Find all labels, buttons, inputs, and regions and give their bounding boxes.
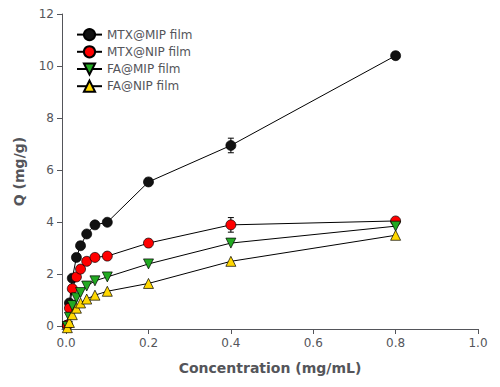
svg-text:FA@MIP film: FA@MIP film <box>107 62 181 76</box>
svg-text:FA@NIP film: FA@NIP film <box>107 79 179 93</box>
svg-text:Q (mg/g): Q (mg/g) <box>11 137 27 206</box>
svg-text:12: 12 <box>39 7 54 21</box>
svg-text:MTX@NIP film: MTX@NIP film <box>107 45 191 59</box>
svg-text:6: 6 <box>46 163 54 177</box>
svg-text:MTX@MIP film: MTX@MIP film <box>107 28 192 42</box>
svg-text:4: 4 <box>46 215 54 229</box>
svg-text:0.6: 0.6 <box>304 336 323 350</box>
svg-text:0.4: 0.4 <box>221 336 240 350</box>
svg-text:Concentration (mg/mL): Concentration (mg/mL) <box>179 360 362 376</box>
svg-text:0: 0 <box>46 319 54 333</box>
svg-text:1.0: 1.0 <box>468 336 487 350</box>
svg-text:8: 8 <box>46 111 54 125</box>
svg-text:10: 10 <box>39 59 54 73</box>
svg-text:0.0: 0.0 <box>57 336 76 350</box>
svg-text:2: 2 <box>46 267 54 281</box>
svg-text:0.2: 0.2 <box>139 336 158 350</box>
svg-text:0.8: 0.8 <box>386 336 405 350</box>
